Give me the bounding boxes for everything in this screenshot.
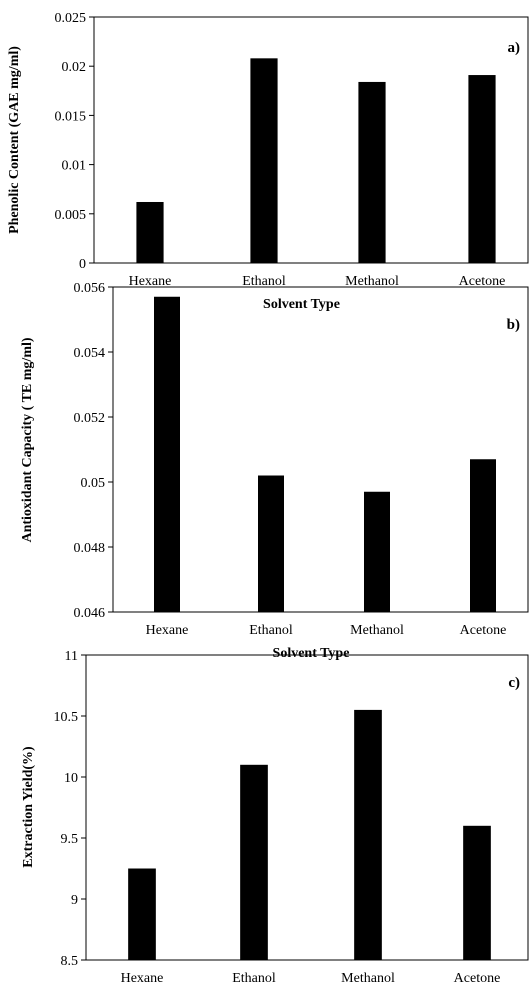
y-tick-label: 0.05 — [81, 476, 106, 491]
bar-ethanol — [258, 475, 284, 612]
panel-label: a) — [508, 40, 521, 56]
x-tick-label: Hexane — [129, 274, 172, 289]
y-axis-title: Phenolic Content (GAE mg/ml) — [7, 46, 22, 234]
bar-hexane — [136, 201, 164, 263]
y-tick-label: 0.02 — [62, 60, 87, 75]
y-tick-label: 0.056 — [74, 281, 106, 296]
y-tick-label: 0 — [79, 257, 86, 272]
panel-label: b) — [507, 317, 520, 333]
y-tick-label: 0.048 — [74, 541, 106, 556]
y-axis-title: Extraction Yield(%) — [21, 746, 36, 868]
bar-methanol — [354, 709, 382, 960]
y-axis-title: Antioxidant Capacity ( TE mg/ml) — [20, 337, 35, 542]
x-tick-label: Hexane — [146, 623, 189, 638]
y-tick-label: 0.046 — [74, 606, 106, 621]
x-tick-label: Acetone — [460, 623, 507, 638]
y-tick-label: 0.015 — [55, 109, 87, 124]
y-tick-label: 8.5 — [61, 954, 79, 969]
x-tick-label: Ethanol — [249, 623, 293, 638]
bar-ethanol — [250, 58, 278, 263]
y-tick-label: 10.5 — [54, 710, 79, 725]
x-tick-label: Methanol — [341, 971, 395, 986]
panel-label: c) — [508, 675, 520, 691]
y-tick-label: 11 — [65, 649, 78, 664]
y-tick-label: 0.005 — [55, 208, 87, 223]
x-tick-label: Acetone — [459, 274, 506, 289]
x-axis-title: Solvent Type — [273, 646, 350, 661]
x-tick-label: Methanol — [345, 274, 399, 289]
bar-ethanol — [240, 764, 268, 960]
y-tick-label: 0.052 — [74, 411, 106, 426]
plot-frame — [112, 286, 529, 613]
y-tick-label: 9.5 — [61, 832, 79, 847]
x-tick-label: Ethanol — [242, 274, 286, 289]
bar-acetone — [468, 75, 496, 263]
bar-acetone — [470, 459, 496, 612]
y-tick-label: 9 — [71, 893, 78, 908]
bar-acetone — [463, 825, 491, 960]
x-axis-title: Solvent Type — [263, 297, 340, 312]
y-tick-label: 0.054 — [74, 346, 106, 361]
y-tick-label: 0.01 — [62, 159, 87, 174]
x-tick-label: Ethanol — [232, 971, 276, 986]
plot-frame — [93, 16, 529, 264]
bar-hexane — [128, 868, 156, 960]
y-tick-label: 0.025 — [55, 11, 87, 26]
plot-frame — [85, 654, 529, 961]
x-tick-label: Hexane — [121, 971, 164, 986]
x-tick-label: Methanol — [350, 623, 404, 638]
bar-methanol — [364, 491, 390, 612]
y-tick-label: 10 — [64, 771, 78, 786]
bar-hexane — [154, 296, 180, 612]
bar-methanol — [358, 81, 386, 263]
x-tick-label: Acetone — [454, 971, 501, 986]
